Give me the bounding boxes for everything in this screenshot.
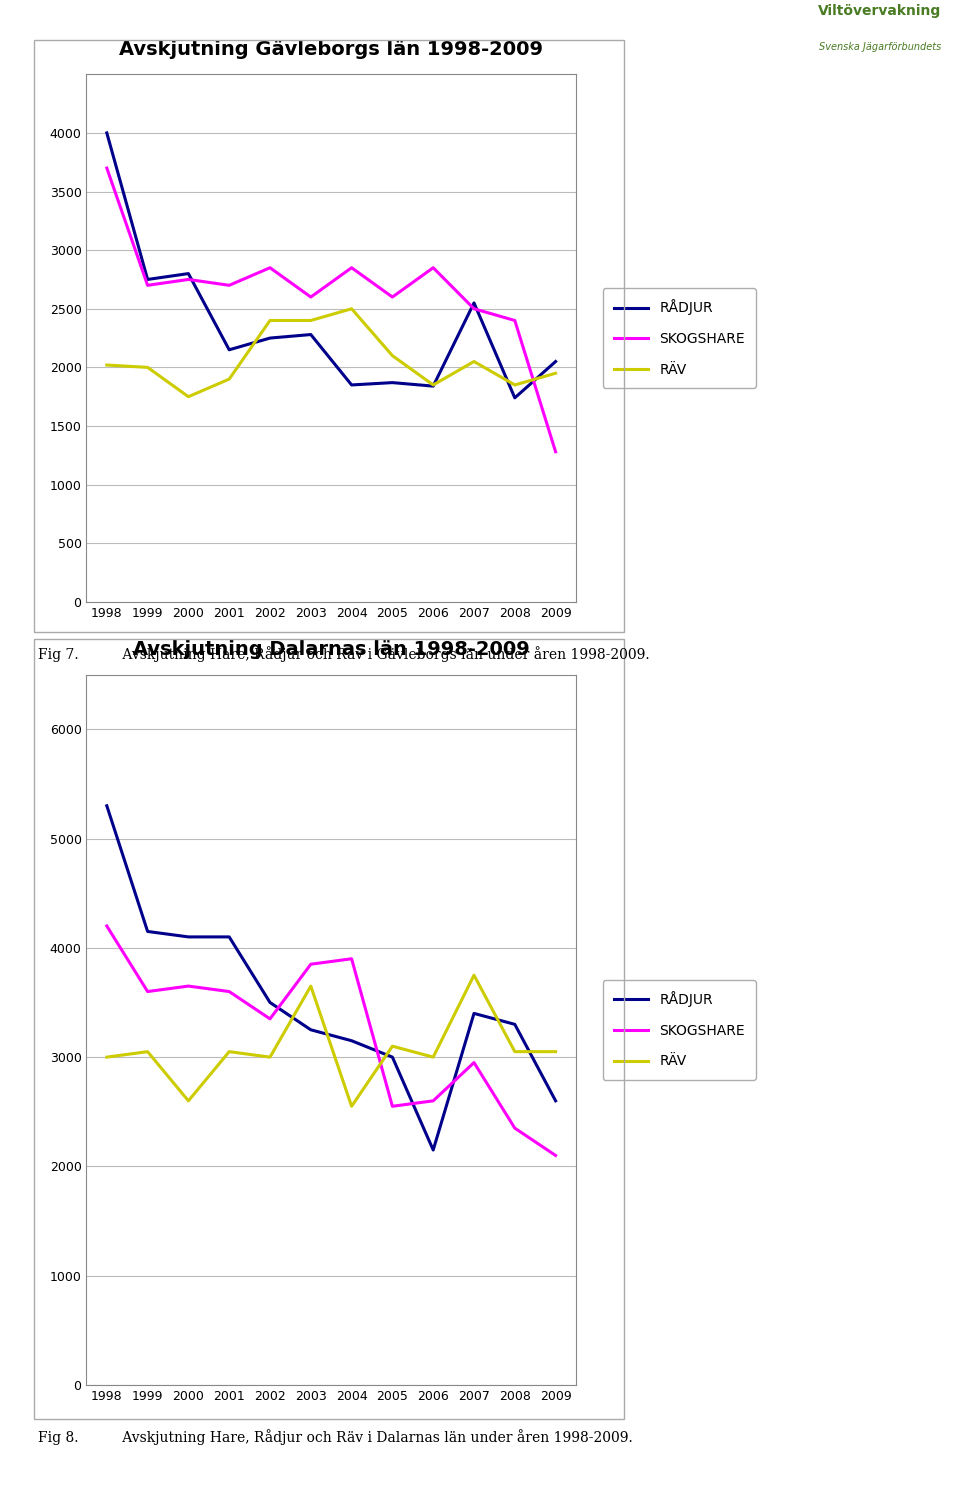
Text: Fig 8.          Avskjutning Hare, Rådjur och Räv i Dalarnas län under åren 1998-: Fig 8. Avskjutning Hare, Rådjur och Räv … (38, 1430, 634, 1446)
Text: Viltövervakning: Viltövervakning (818, 4, 941, 18)
Legend: RÅDJUR, SKOGSHARE, RÄV: RÅDJUR, SKOGSHARE, RÄV (603, 981, 756, 1079)
Legend: RÅDJUR, SKOGSHARE, RÄV: RÅDJUR, SKOGSHARE, RÄV (603, 288, 756, 388)
Title: Avskjutning Gävleborgs län 1998-2009: Avskjutning Gävleborgs län 1998-2009 (119, 40, 543, 59)
Text: Fig 7.          Avskjutning Hare, Rådjur och Räv i Gävleborgs län under åren 199: Fig 7. Avskjutning Hare, Rådjur och Räv … (38, 646, 650, 663)
Title: Avskjutning Dalarnas län 1998-2009: Avskjutning Dalarnas län 1998-2009 (132, 640, 530, 660)
Text: Svenska Jägarförbundets: Svenska Jägarförbundets (819, 42, 941, 52)
